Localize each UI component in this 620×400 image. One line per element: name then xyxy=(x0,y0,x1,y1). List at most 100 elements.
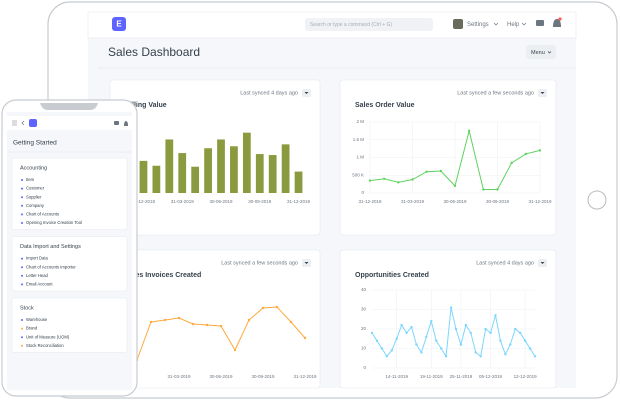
point xyxy=(467,129,471,133)
point xyxy=(410,325,413,329)
bar xyxy=(255,154,264,193)
section-card xyxy=(11,236,128,292)
avatar[interactable] xyxy=(453,19,463,29)
section-item[interactable]: Chart of Accounts Importer xyxy=(26,264,76,269)
section-item[interactable]: Supplier xyxy=(26,194,42,199)
point xyxy=(510,161,513,165)
point xyxy=(275,305,279,309)
section-card xyxy=(11,157,128,230)
point xyxy=(390,349,393,352)
card-title: Sales Invoices Created xyxy=(125,272,201,279)
search-box[interactable] xyxy=(305,18,433,31)
item-dot xyxy=(21,344,23,347)
navbar xyxy=(87,11,577,39)
x-tick-label: 25-11-2019 xyxy=(450,374,473,379)
point xyxy=(449,306,453,309)
point xyxy=(400,323,403,327)
x-tick-label: 05-12-2019 xyxy=(479,374,503,379)
item-dot xyxy=(21,222,23,224)
logo[interactable] xyxy=(29,119,37,127)
chat-icon[interactable] xyxy=(536,20,544,26)
logo-text: E xyxy=(116,20,122,29)
caret xyxy=(540,262,545,264)
point xyxy=(509,343,512,346)
point xyxy=(479,355,482,358)
item-dot xyxy=(21,274,23,277)
section-item[interactable]: Stock Reconciliation xyxy=(26,343,64,348)
bell-icon[interactable] xyxy=(124,121,128,126)
x-tick-label: 19-11-2019 xyxy=(420,374,443,379)
page-title: Sales Dashboard xyxy=(108,45,200,59)
x-tick-label: 31-03-2019 xyxy=(171,199,195,204)
section-item[interactable]: Opening Invoice Creation Tool xyxy=(26,220,82,225)
x-tick-label: 30-06-2019 xyxy=(209,374,233,379)
point xyxy=(205,323,209,327)
bar xyxy=(268,155,277,193)
point xyxy=(411,178,414,181)
bar xyxy=(152,165,161,193)
logo[interactable] xyxy=(112,17,126,31)
bar xyxy=(230,146,238,193)
x-tick-label: 30-09-2019 xyxy=(248,199,272,204)
help-menu[interactable]: Help xyxy=(507,22,520,28)
settings-menu[interactable]: Settings xyxy=(467,22,489,28)
point xyxy=(405,331,408,335)
x-tick-label: 31-12-2019 xyxy=(293,374,317,379)
home-button[interactable] xyxy=(587,190,607,210)
section-item[interactable]: Import Data xyxy=(26,256,49,261)
section-item[interactable]: Letter Head xyxy=(26,273,49,278)
point xyxy=(474,351,477,354)
point xyxy=(523,339,527,342)
caret xyxy=(493,22,499,26)
card-title: Opportunities Created xyxy=(355,272,429,279)
caret xyxy=(304,92,309,94)
menu-button[interactable] xyxy=(526,45,556,59)
section-item[interactable]: Company xyxy=(26,203,45,208)
point xyxy=(484,327,487,331)
section-item[interactable]: Brand xyxy=(26,326,38,331)
point xyxy=(420,351,423,354)
x-tick-label: 31-03-2019 xyxy=(167,374,191,379)
x-tick-label: 31-03-2019 xyxy=(401,199,425,204)
x-tick-label: 31-12-2019 xyxy=(287,199,311,204)
section-item[interactable]: Warehouse xyxy=(26,317,48,322)
item-dot xyxy=(21,179,23,181)
card-title: Sales Order Value xyxy=(355,102,415,109)
section-item[interactable]: Email Account xyxy=(26,282,53,287)
back-icon[interactable] xyxy=(21,120,25,126)
notification-dot xyxy=(558,17,562,21)
bar xyxy=(281,144,290,193)
point xyxy=(191,322,195,326)
point xyxy=(528,347,532,350)
y-tick-label: 40 xyxy=(361,287,367,292)
point xyxy=(453,184,457,188)
point xyxy=(489,331,492,335)
point xyxy=(518,331,522,335)
bar xyxy=(191,166,200,193)
point xyxy=(533,355,537,358)
chat-icon[interactable] xyxy=(114,121,119,125)
menu-label: Menu xyxy=(531,50,545,56)
caret xyxy=(547,51,552,54)
section-title: Accounting xyxy=(20,165,47,171)
section-title: Stock xyxy=(20,305,34,311)
y-tick-label: 10 xyxy=(361,346,367,351)
section-item[interactable]: Item xyxy=(26,177,35,182)
section-item[interactable]: Chart of Accounts xyxy=(26,212,59,217)
point xyxy=(464,323,468,327)
caret xyxy=(521,22,527,26)
item-dot xyxy=(21,187,23,190)
point xyxy=(538,149,542,152)
section-item[interactable]: Customer xyxy=(26,186,45,191)
item-dot xyxy=(21,283,23,286)
item-dot xyxy=(21,327,23,330)
section-item[interactable]: Unit of Measure (UOM) xyxy=(26,334,70,339)
last-synced: Last synced 4 days ago xyxy=(476,260,534,266)
hamburger-icon[interactable] xyxy=(12,120,17,126)
section-title: Data Import and Settings xyxy=(20,244,81,250)
bar xyxy=(165,139,174,193)
x-tick-label: 12-12-2019 xyxy=(514,374,538,379)
y-tick-label: 2 M xyxy=(356,119,364,124)
bell-icon[interactable] xyxy=(553,19,561,27)
point xyxy=(370,331,374,335)
